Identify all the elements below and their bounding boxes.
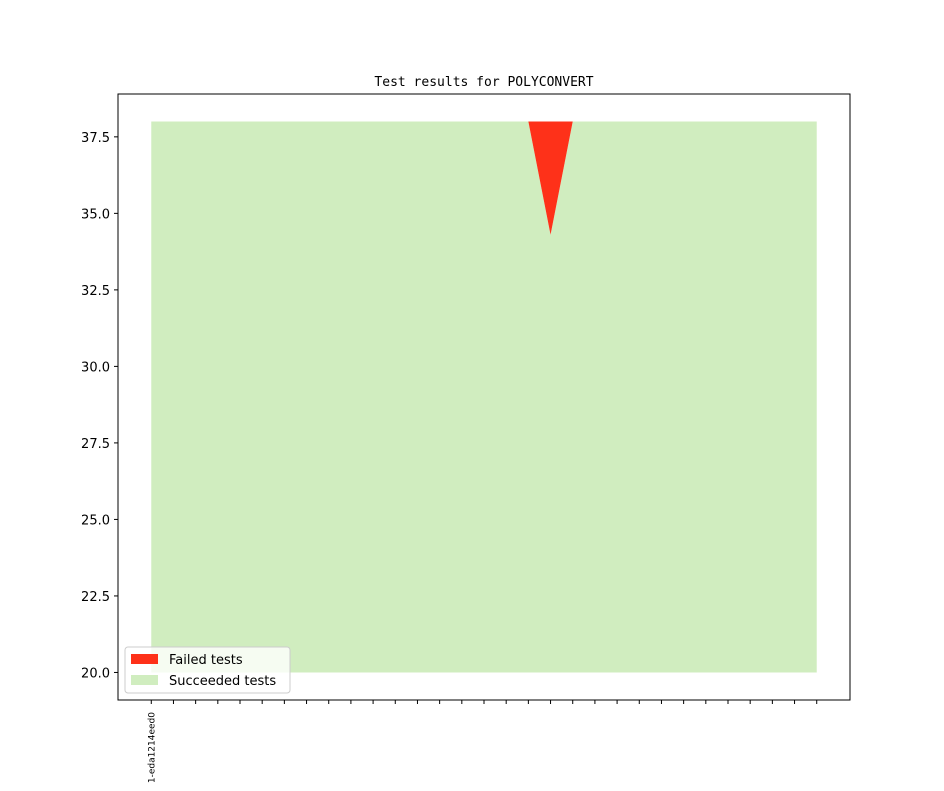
y-tick-label: 22.5 (81, 590, 110, 605)
y-tick-label: 32.5 (81, 284, 110, 299)
legend-label: Succeeded tests (169, 674, 276, 689)
y-tick-label: 35.0 (81, 207, 110, 222)
areas (151, 121, 817, 673)
y-tick-label: 25.0 (81, 513, 110, 528)
y-tick-label: 20.0 (81, 666, 110, 681)
legend-frame (124, 646, 291, 694)
legend-swatch (131, 654, 158, 664)
y-tick-label: 27.5 (81, 437, 110, 452)
legend-swatch (131, 675, 158, 685)
y-tick-label: 30.0 (81, 360, 110, 375)
area-succeeded (151, 121, 817, 673)
x-tick-label: 1-eda1214eed0 (147, 712, 157, 783)
legend: Failed tests Succeeded tests (124, 646, 291, 694)
legend-label: Failed tests (169, 653, 243, 668)
y-tick-label: 37.5 (81, 131, 110, 146)
chart-title: Test results for POLYCONVERT (374, 75, 593, 90)
